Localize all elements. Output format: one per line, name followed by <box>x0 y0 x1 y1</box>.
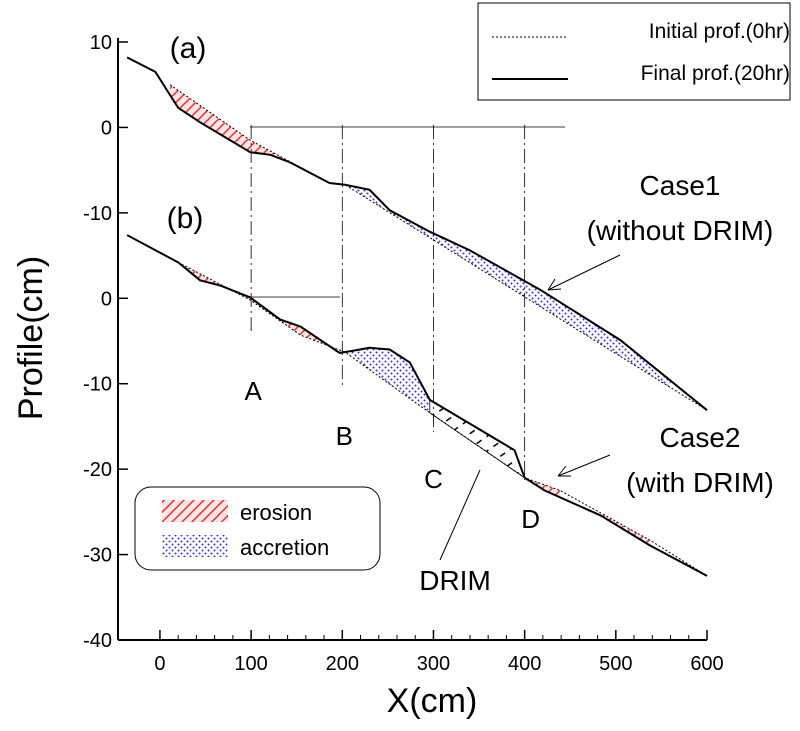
final-profile <box>126 56 708 411</box>
initial-profile <box>169 84 708 411</box>
fill-legend-label: erosion <box>240 500 312 525</box>
accretion-area <box>345 184 671 388</box>
case-label: (b) <box>167 202 204 235</box>
x-tick-label: 0 <box>154 653 165 675</box>
fill-legend-label: accretion <box>240 535 329 560</box>
case-annotation: (with DRIM) <box>626 467 774 498</box>
x-tick-label: 600 <box>690 653 723 675</box>
x-tick-label: 200 <box>326 653 359 675</box>
drim-area <box>429 399 526 479</box>
erosion-swatch <box>162 500 228 522</box>
case-label: (a) <box>170 32 207 65</box>
case-annotation: Case1 <box>640 170 721 201</box>
x-tick-label: 100 <box>234 653 267 675</box>
erosion-area <box>170 84 330 183</box>
y-tick-label: 10 <box>90 32 112 54</box>
x-label: X(cm) <box>387 682 478 720</box>
arrowhead <box>557 465 571 477</box>
y-tick-label: -10 <box>83 374 112 396</box>
y-tick-label: -10 <box>83 203 112 225</box>
section-label: B <box>336 421 353 451</box>
final-profile <box>126 234 708 577</box>
legend-label: Final prof.(20hr) <box>641 62 790 85</box>
case-annotation: Case2 <box>660 422 741 453</box>
x-tick-label: 300 <box>417 653 450 675</box>
accretion-swatch <box>162 535 228 557</box>
section-label: A <box>244 376 262 406</box>
y-tick-label: -20 <box>83 459 112 481</box>
legend-label: Initial prof.(0hr) <box>649 20 790 43</box>
initial-profile <box>177 261 708 577</box>
y-tick-label: -40 <box>83 630 112 652</box>
structure-leader <box>439 469 481 561</box>
arrow <box>557 454 611 477</box>
legend-box <box>477 2 791 101</box>
x-tick-label: 400 <box>508 653 541 675</box>
section-label: C <box>424 464 443 494</box>
x-tick-label: 500 <box>599 653 632 675</box>
y-tick-label: 0 <box>101 117 112 139</box>
structure-label: DRIM <box>419 565 491 596</box>
section-label: D <box>521 504 540 534</box>
y-label: Profile(cm) <box>12 256 50 420</box>
arrow <box>547 254 621 291</box>
y-tick-label: -30 <box>83 545 112 567</box>
y-tick-label: 0 <box>101 288 112 310</box>
case-annotation: (without DRIM) <box>587 215 774 246</box>
accretion-area <box>345 347 430 413</box>
arrowhead <box>547 278 562 291</box>
